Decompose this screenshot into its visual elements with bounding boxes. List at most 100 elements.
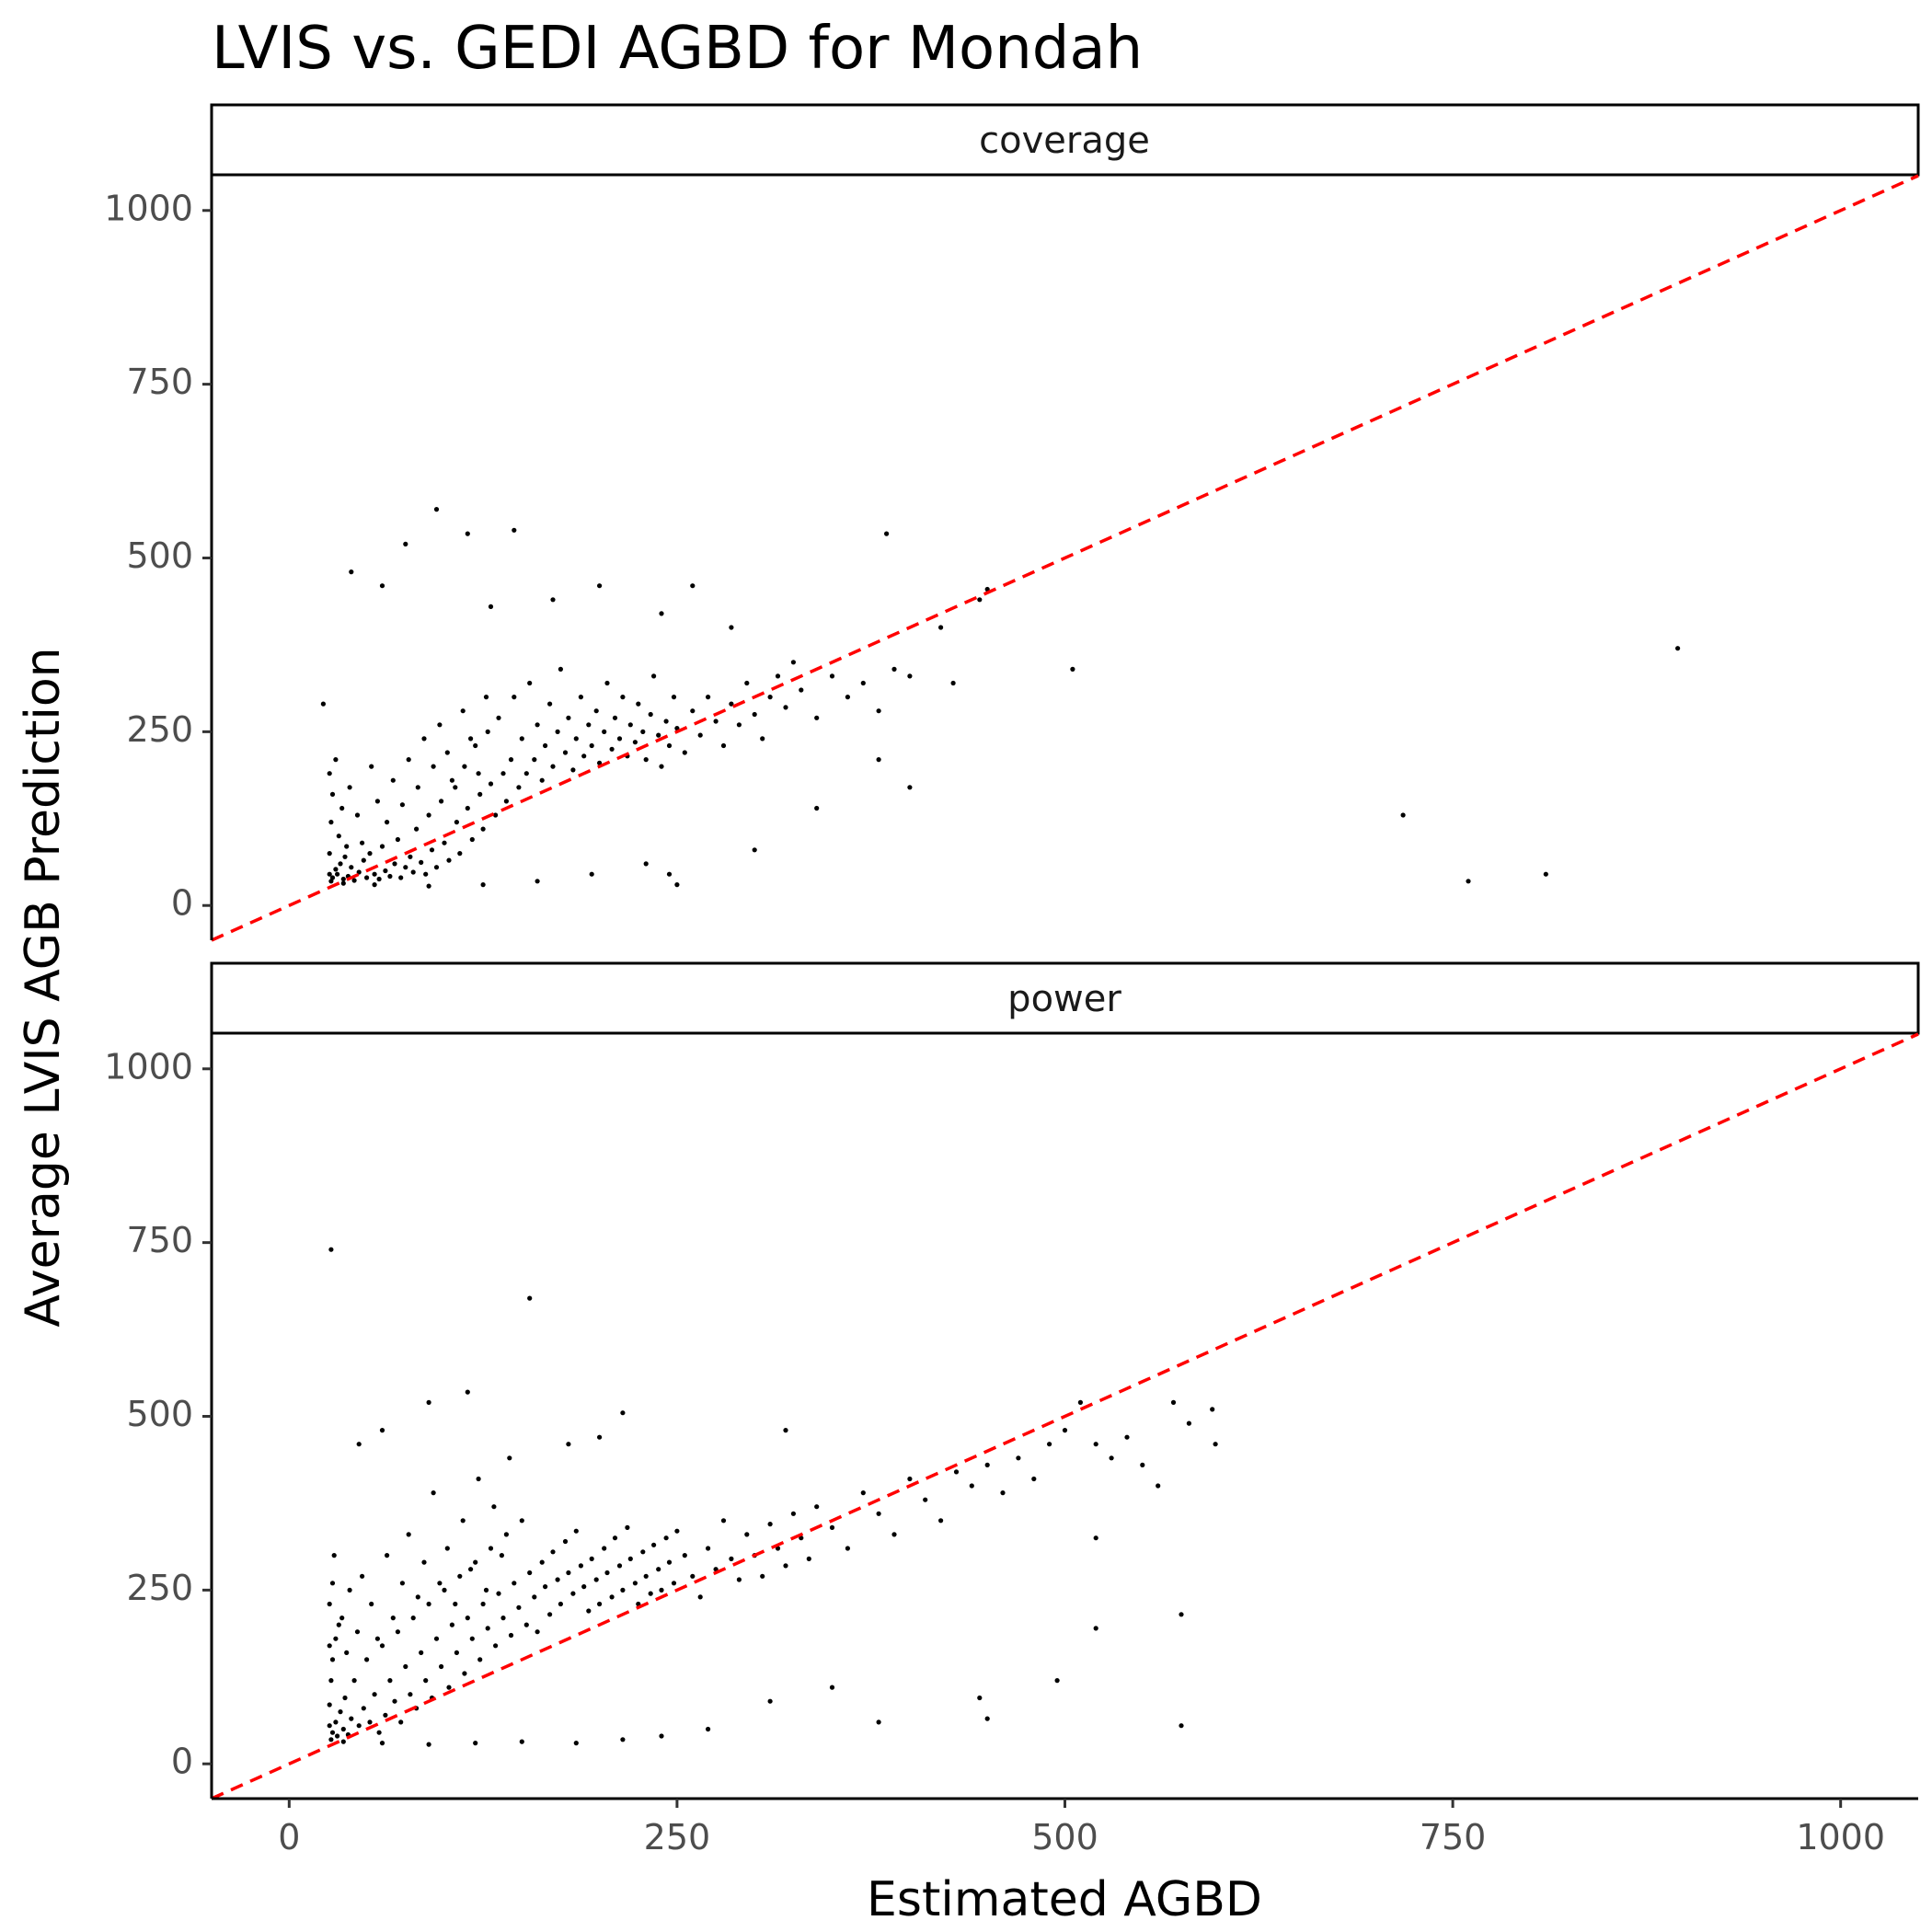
- data-point: [814, 805, 820, 811]
- data-point: [328, 1678, 334, 1684]
- data-point: [632, 740, 638, 745]
- data-point: [423, 871, 429, 877]
- data-point: [444, 750, 450, 755]
- data-point: [519, 1518, 524, 1524]
- data-point: [907, 785, 913, 790]
- data-point: [433, 507, 440, 512]
- data-point: [477, 1657, 483, 1662]
- data-point: [387, 1678, 393, 1684]
- data-point: [415, 1594, 420, 1600]
- chart-title: LVIS vs. GEDI AGBD for Mondah: [212, 15, 1143, 83]
- x-tick-label: 500: [1031, 1817, 1098, 1857]
- data-point: [547, 1612, 553, 1617]
- y-tick-label: 500: [126, 535, 193, 576]
- data-point: [376, 1730, 382, 1735]
- x-tick-label: 0: [278, 1817, 300, 1857]
- data-point: [1031, 1476, 1037, 1482]
- data-point: [783, 1428, 788, 1433]
- data-point: [476, 771, 481, 776]
- data-point: [953, 1469, 960, 1475]
- data-point: [744, 680, 750, 686]
- data-point: [480, 1601, 486, 1607]
- data-point: [449, 1622, 454, 1627]
- data-point: [1466, 879, 1471, 884]
- data-point: [666, 742, 673, 749]
- data-point: [340, 1726, 346, 1732]
- data-point: [423, 1678, 429, 1684]
- data-point: [454, 820, 459, 825]
- data-point: [499, 1553, 505, 1558]
- data-point: [648, 1591, 653, 1596]
- data-point: [327, 771, 332, 776]
- data-point: [783, 705, 788, 710]
- data-point: [1400, 812, 1406, 818]
- data-point: [408, 1692, 413, 1697]
- data-point: [426, 883, 431, 889]
- data-point: [532, 1594, 537, 1600]
- data-point: [327, 1723, 332, 1729]
- data-point: [349, 1716, 354, 1721]
- data-point: [663, 719, 669, 724]
- data-point: [752, 847, 757, 853]
- data-point: [706, 695, 711, 700]
- data-point: [729, 1556, 734, 1561]
- data-point: [550, 1549, 556, 1555]
- x-tick-label: 750: [1420, 1817, 1487, 1857]
- data-point: [426, 1399, 431, 1405]
- data-point: [327, 1643, 332, 1649]
- data-point: [431, 1490, 436, 1496]
- data-point: [344, 1650, 350, 1655]
- data-point: [336, 834, 341, 839]
- data-point: [876, 708, 881, 714]
- data-point: [361, 1706, 366, 1711]
- data-point: [829, 1524, 835, 1530]
- data-point: [984, 1716, 990, 1721]
- data-point: [547, 701, 553, 707]
- data-point: [891, 666, 897, 673]
- data-point: [385, 1553, 390, 1558]
- data-point: [327, 1702, 332, 1708]
- data-point: [356, 1723, 362, 1729]
- data-point: [697, 1594, 703, 1600]
- data-point: [439, 799, 444, 804]
- data-point: [543, 742, 548, 749]
- data-point: [433, 865, 440, 870]
- data-point: [1016, 1455, 1021, 1461]
- data-point: [331, 1553, 337, 1558]
- data-point: [1210, 1407, 1215, 1412]
- data-point: [328, 820, 334, 825]
- data-point: [437, 1581, 443, 1586]
- data-point: [602, 729, 607, 735]
- data-point: [876, 1511, 881, 1516]
- data-point: [372, 1692, 377, 1697]
- data-point: [651, 1542, 657, 1547]
- data-point: [339, 805, 345, 811]
- data-point: [496, 715, 501, 720]
- data-point: [449, 777, 454, 783]
- data-point: [399, 802, 405, 808]
- data-point: [729, 701, 734, 707]
- data-point: [532, 757, 537, 763]
- data-point: [573, 1741, 579, 1746]
- data-point: [485, 729, 490, 735]
- data-point: [496, 1591, 501, 1596]
- data-point: [446, 857, 452, 863]
- data-point: [426, 812, 431, 818]
- data-point: [390, 1616, 396, 1621]
- data-point: [790, 660, 797, 665]
- data-point: [706, 1726, 711, 1732]
- data-point: [460, 708, 466, 714]
- data-point: [338, 861, 343, 867]
- data-point: [586, 722, 592, 728]
- data-point: [535, 722, 540, 728]
- data-point: [744, 1532, 750, 1537]
- data-point: [408, 854, 413, 859]
- data-point: [453, 1601, 458, 1607]
- data-point: [671, 695, 677, 700]
- data-point: [333, 867, 339, 872]
- data-point: [354, 1629, 361, 1635]
- data-point: [578, 1563, 584, 1569]
- data-point: [555, 1577, 560, 1582]
- data-point: [602, 1546, 607, 1551]
